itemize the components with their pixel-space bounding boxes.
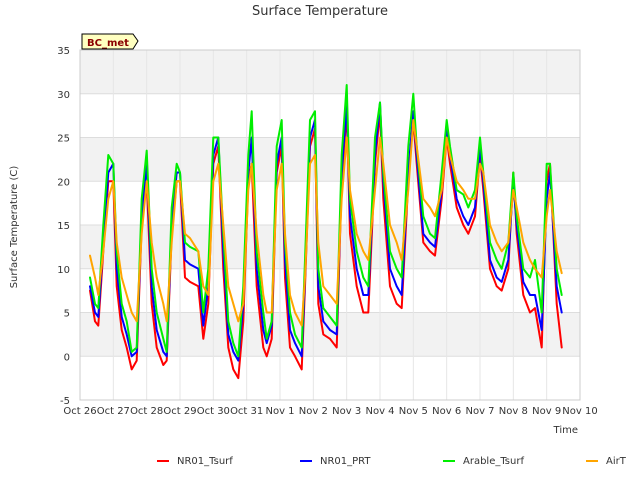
plot-background-bands [80, 50, 580, 357]
y-tick-label: 30 [57, 90, 70, 101]
background-band [80, 137, 580, 182]
plot-area-frame [79, 49, 581, 401]
chart-title: Surface Temperature [252, 4, 388, 19]
x-tick-label: Oct 30 [197, 406, 230, 417]
x-tick-label: Nov 10 [562, 406, 597, 417]
x-tick-label: Nov 2 [299, 406, 328, 417]
site-label-text: BC_met [87, 38, 129, 49]
legend-label: NR01_PRT [320, 456, 371, 467]
series-line-airt [89, 119, 563, 327]
x-tick-label: Oct 26 [63, 406, 96, 417]
site-label-badge: BC_met [81, 33, 139, 50]
series-line-arable-tsurf [89, 84, 563, 358]
x-tick-label: Nov 4 [365, 406, 394, 417]
site-label-box [81, 33, 139, 50]
x-tick-label: Nov 6 [432, 406, 461, 417]
x-tick-label: Nov 8 [499, 406, 528, 417]
legend-label: Arable_Tsurf [463, 456, 524, 467]
legend-label: NR01_Tsurf [177, 456, 233, 467]
series-lines [89, 84, 563, 380]
x-tick-label: Nov 3 [332, 406, 361, 417]
x-tick-label: Nov 9 [532, 406, 561, 417]
y-axis-ticks: -5 0 5 10 15 20 25 30 35 [57, 46, 70, 407]
y-tick-label: 35 [57, 46, 70, 57]
y-tick-label: 10 [57, 265, 70, 276]
y-tick-label: 0 [64, 352, 70, 363]
y-tick-label: 20 [57, 177, 70, 188]
legend: NR01_Tsurf NR01_PRT Arable_Tsurf AirT [157, 456, 627, 467]
y-axis-label: Surface Temperature (C) [9, 166, 20, 289]
x-axis-label: Time [553, 425, 578, 436]
background-band [80, 50, 580, 94]
x-tick-label: Nov 5 [399, 406, 428, 417]
y-tick-label: 5 [64, 309, 70, 320]
x-tick-label: Nov 7 [465, 406, 494, 417]
x-tick-label: Oct 27 [97, 406, 130, 417]
y-tick-label: 25 [57, 134, 70, 145]
x-tick-label: Nov 1 [265, 406, 294, 417]
y-tick-label: 15 [57, 221, 70, 232]
x-tick-label: Oct 28 [130, 406, 163, 417]
x-tick-label: Oct 29 [163, 406, 196, 417]
y-tick-label: -5 [60, 396, 70, 407]
legend-label: AirT [606, 456, 627, 467]
x-axis-ticks: Oct 26 Oct 27 Oct 28 Oct 29 Oct 30 Oct 31 Nov … [63, 406, 597, 417]
x-tick-label: Oct 31 [230, 406, 263, 417]
